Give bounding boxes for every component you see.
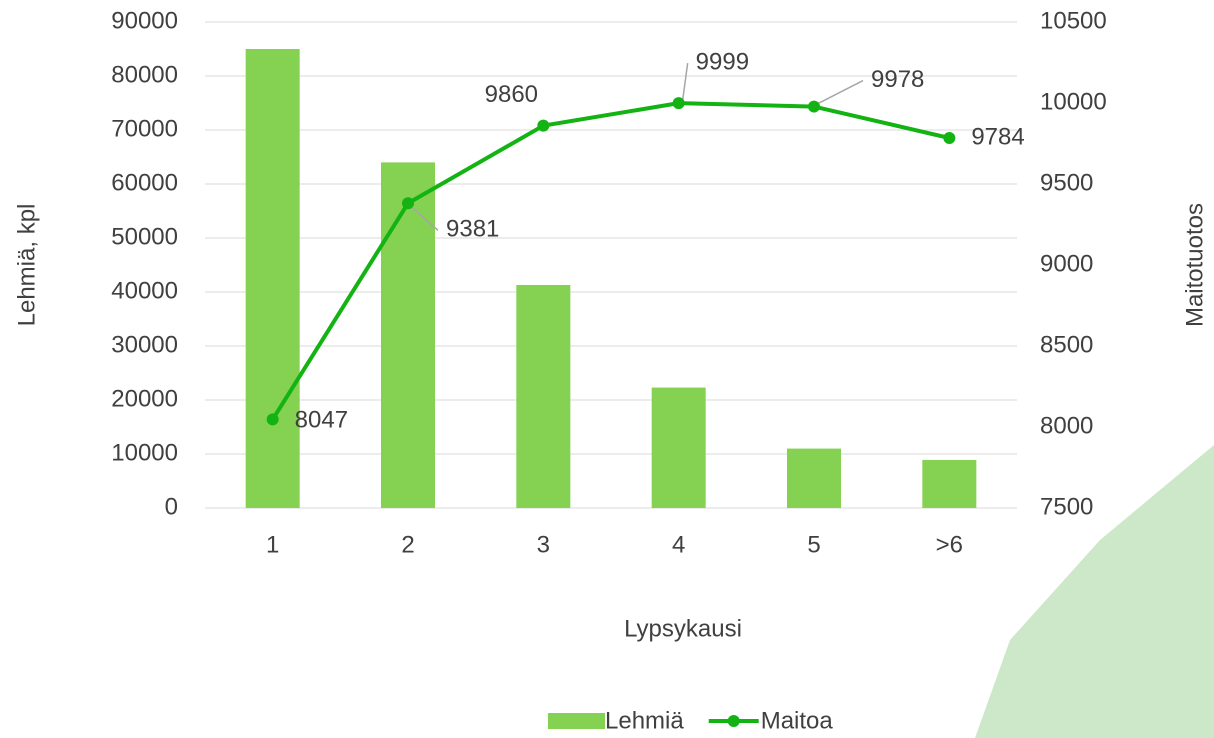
y2-axis-title: Maitotuotos [1181, 203, 1208, 327]
data-label: 9381 [446, 216, 499, 243]
bar [651, 387, 706, 508]
y2-tick-label: 7500 [1040, 493, 1093, 520]
x-axis-title: Lypsykausi [624, 615, 742, 642]
legend-label: Lehmiä [605, 707, 684, 734]
x-tick-label: 1 [266, 531, 279, 558]
marker [402, 197, 414, 210]
y2-tick-label: 10000 [1040, 88, 1107, 115]
x-tick-label: 4 [672, 531, 685, 558]
leader-line [817, 79, 864, 105]
x-tick-label: >6 [936, 531, 963, 558]
y2-tick-label: 8000 [1040, 412, 1093, 439]
data-label: 9860 [485, 81, 538, 108]
legend-label: Maitoa [761, 707, 834, 734]
y2-tick-label: 9000 [1040, 250, 1093, 277]
background-shape [975, 445, 1214, 738]
data-label: 9999 [696, 49, 749, 76]
y-tick-label: 70000 [111, 115, 178, 142]
line [270, 101, 950, 421]
legend-swatch [548, 713, 605, 729]
y-tick-label: 60000 [111, 169, 178, 196]
y-tick-label: 90000 [111, 7, 178, 34]
marker [808, 100, 820, 113]
y2-tick-label: 8500 [1040, 331, 1093, 358]
data-label: 8047 [295, 407, 348, 434]
y-tick-label: 30000 [111, 331, 178, 358]
y-tick-label: 0 [165, 493, 178, 520]
y-axis-title: Lehmiä, kpl [13, 204, 40, 327]
marker [943, 131, 956, 144]
leader-line [681, 63, 689, 101]
marker [537, 119, 550, 132]
y-tick-label: 50000 [111, 223, 178, 250]
bar [381, 162, 435, 508]
y-tick-label: 10000 [111, 439, 178, 466]
bar [787, 448, 841, 508]
bar [516, 284, 571, 508]
x-tick-label: 5 [807, 531, 820, 558]
data-label: 9978 [871, 66, 924, 93]
x-tick-label: 2 [401, 531, 414, 558]
bar [245, 49, 300, 508]
marker [266, 413, 279, 426]
leader-line [411, 206, 439, 231]
bar [922, 459, 977, 508]
y-tick-label: 40000 [111, 277, 178, 304]
y2-tick-label: 9500 [1040, 169, 1093, 196]
y-tick-label: 20000 [111, 385, 178, 412]
marker [672, 97, 685, 110]
data-label: 9784 [971, 123, 1024, 150]
legend-marker [727, 715, 740, 727]
y2-tick-label: 10500 [1040, 7, 1107, 34]
x-tick-label: 3 [537, 531, 550, 558]
y-tick-label: 80000 [111, 61, 178, 88]
